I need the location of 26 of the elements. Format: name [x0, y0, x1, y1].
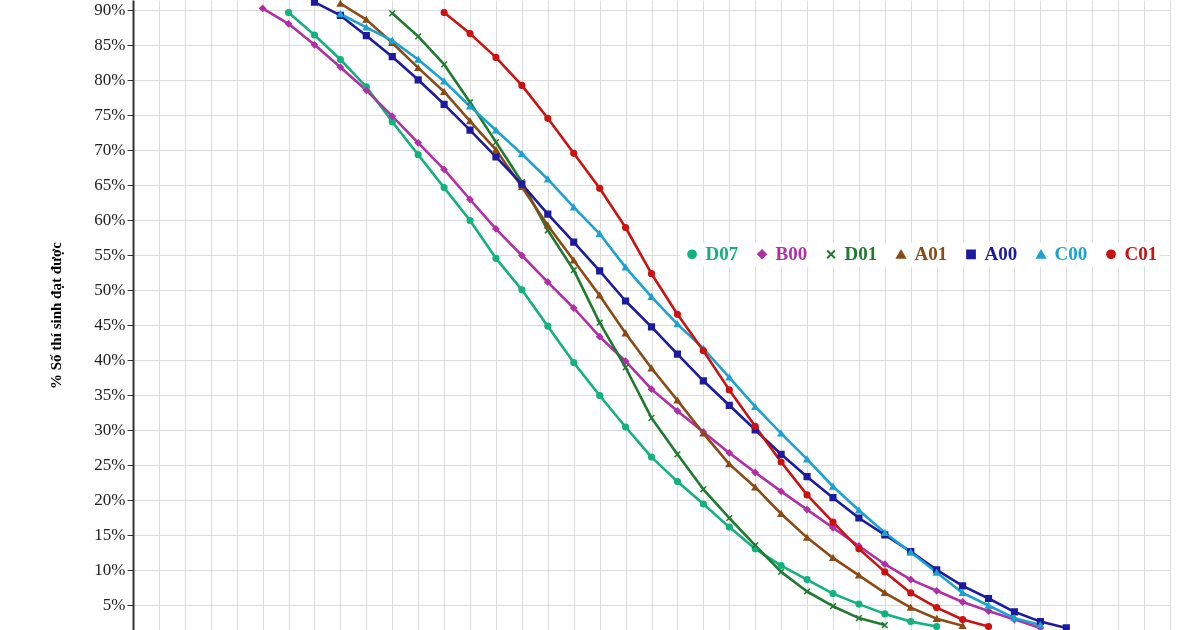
y-tick-label: 80%: [94, 70, 126, 90]
y-tick-label: 50%: [94, 280, 126, 300]
y-tick-label: 40%: [94, 350, 126, 370]
y-tick-label: 45%: [94, 315, 126, 335]
legend-label: B00: [775, 243, 808, 265]
legend-label: D01: [844, 243, 878, 265]
legend-label: A00: [984, 243, 1018, 265]
legend-label: C01: [1124, 243, 1158, 265]
y-tick-label: 85%: [94, 35, 126, 55]
legend-label: C00: [1054, 243, 1088, 265]
y-tick-label: 20%: [94, 490, 126, 510]
y-tick-label: 30%: [94, 420, 126, 440]
y-tick-label: 5%: [102, 595, 126, 615]
y-axis-title: % Số thí sinh đạt được: [48, 241, 65, 389]
y-tick-label: 65%: [94, 175, 126, 195]
y-tick-label: 25%: [94, 455, 126, 475]
y-tick-label: 70%: [94, 140, 126, 160]
y-tick-label: 10%: [94, 560, 126, 580]
y-tick-label: 55%: [94, 245, 126, 265]
y-tick-label: 60%: [94, 210, 126, 230]
legend-label: A01: [914, 243, 948, 265]
y-tick-label: 90%: [94, 0, 126, 20]
legend-label: D07: [705, 243, 739, 265]
y-tick-label: 35%: [94, 385, 126, 405]
y-tick-label: 75%: [94, 105, 126, 125]
y-tick-label: 15%: [94, 525, 126, 545]
